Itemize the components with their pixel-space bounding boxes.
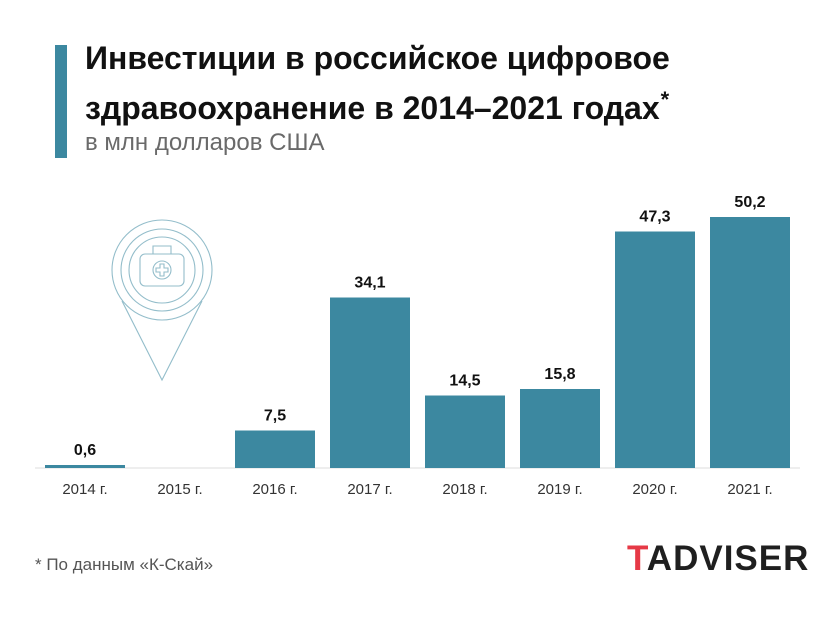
bar-7 [710, 217, 790, 468]
chart-title-text: Инвестиции в российское цифровое здравоо… [85, 40, 670, 126]
chart-title: Инвестиции в российское цифровое здравоо… [85, 38, 805, 129]
logo-letter-t: T [627, 539, 647, 578]
medical-cross-icon [155, 263, 169, 277]
medical-bag-icon [139, 253, 185, 287]
chart-subtitle: в млн долларов США [85, 129, 325, 156]
x-tick-label-2: 2016 г. [252, 481, 297, 498]
value-label-4: 14,5 [449, 373, 480, 390]
pin-inner-circle-icon [120, 228, 204, 312]
x-tick-labels-group: 2014 г. 2015 г. 2016 г. 2017 г. 2018 г. 2019 … [62, 481, 772, 498]
bar-0 [45, 465, 125, 468]
title-accent-bar [55, 45, 67, 158]
medical-kit-location-pin-icon [111, 219, 213, 382]
bar-4 [425, 395, 505, 468]
bar-3 [330, 297, 410, 468]
pin-core-circle-icon [128, 236, 196, 304]
title-footnote-mark: * [660, 87, 670, 112]
tadviser-logo: TADVISER [627, 539, 809, 579]
value-labels-group: 0,6 7,5 34,1 14,5 15,8 47,3 50,2 [74, 194, 766, 459]
x-tick-label-1: 2015 г. [157, 481, 202, 498]
x-tick-label-3: 2017 г. [347, 481, 392, 498]
x-tick-label-4: 2018 г. [442, 481, 487, 498]
bars-group [45, 217, 790, 468]
x-tick-label-0: 2014 г. [62, 481, 107, 498]
value-label-6: 47,3 [639, 209, 670, 226]
bar-5 [520, 389, 600, 468]
logo-text: ADVISER [646, 539, 810, 578]
x-tick-label-5: 2019 г. [537, 481, 582, 498]
pin-outer-circle-icon [111, 219, 213, 321]
x-tick-label-7: 2021 г. [727, 481, 772, 498]
x-tick-label-6: 2020 г. [632, 481, 677, 498]
bar-2 [235, 430, 315, 468]
medical-bag-handle-icon [152, 245, 172, 254]
bar-6 [615, 231, 695, 468]
value-label-5: 15,8 [544, 366, 575, 383]
value-label-0: 0,6 [74, 442, 96, 459]
value-label-3: 34,1 [354, 275, 385, 292]
pin-point-icon [121, 300, 203, 382]
medical-cross-circle-icon [152, 260, 172, 280]
source-footnote: * По данным «К-Скай» [35, 555, 214, 574]
value-label-2: 7,5 [264, 408, 286, 425]
value-label-7: 50,2 [734, 194, 765, 211]
